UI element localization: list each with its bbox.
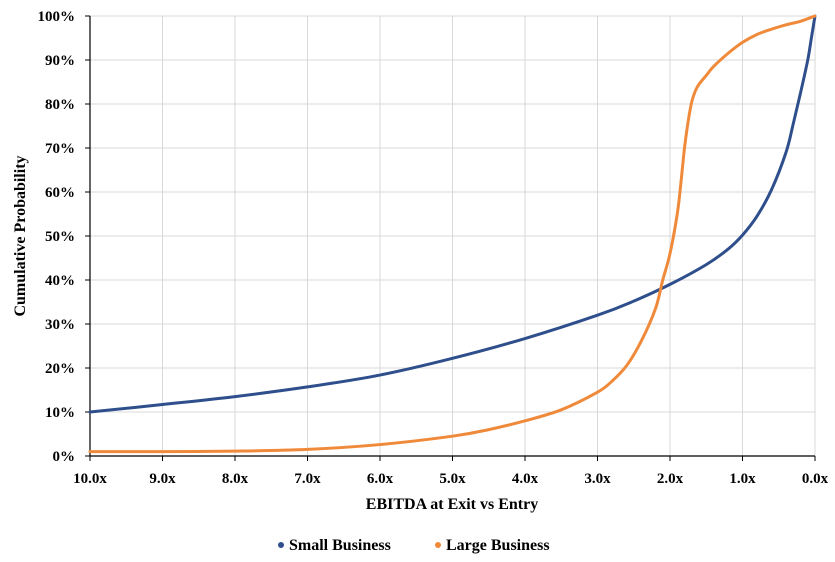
legend-item-large-business: Large Business xyxy=(435,537,550,554)
y-tick-label: 20% xyxy=(45,361,75,377)
y-axis-title: Cumulative Probability xyxy=(12,155,29,316)
legend-item-small-business: Small Business xyxy=(278,537,391,554)
series-line-small-business xyxy=(88,14,817,414)
x-axis-title: EBITDA at Exit vs Entry xyxy=(366,496,538,513)
y-tick-label: 90% xyxy=(45,53,75,69)
y-tick-label: 30% xyxy=(45,317,75,333)
legend: Small Business Large Business xyxy=(278,537,550,554)
series-lines xyxy=(88,14,817,454)
y-tick-label: 0% xyxy=(53,449,76,465)
axes xyxy=(85,15,816,461)
legend-marker-small-business xyxy=(278,542,284,548)
x-tick-label: 0.0x xyxy=(802,471,829,487)
y-tick-label: 60% xyxy=(45,185,75,201)
y-tick-label: 100% xyxy=(38,9,76,25)
y-tick-label: 10% xyxy=(45,405,75,421)
legend-label-large-business: Large Business xyxy=(446,537,550,554)
y-tick-label: 70% xyxy=(45,141,75,157)
x-tick-label: 1.0x xyxy=(729,471,756,487)
legend-marker-large-business xyxy=(435,542,441,548)
x-tick-label: 8.0x xyxy=(222,471,249,487)
legend-label-small-business: Small Business xyxy=(289,537,391,554)
x-tick-label: 2.0x xyxy=(657,471,684,487)
series-line-large-business xyxy=(88,14,817,454)
tick-labels: 10.0x 9.0x 8.0x 7.0x 6.0x 5.0x 4.0x 3.0x 2.0x 1.0… xyxy=(38,9,829,487)
x-tick-label: 9.0x xyxy=(149,471,176,487)
x-tick-label: 10.0x xyxy=(73,471,107,487)
x-tick-label: 4.0x xyxy=(512,471,539,487)
y-tick-label: 50% xyxy=(45,229,75,245)
y-tick-label: 80% xyxy=(45,97,75,113)
x-tick-label: 6.0x xyxy=(367,471,394,487)
y-tick-label: 40% xyxy=(45,273,75,289)
x-tick-label: 5.0x xyxy=(439,471,466,487)
gridlines xyxy=(89,15,816,457)
x-tick-label: 3.0x xyxy=(584,471,611,487)
x-tick-label: 7.0x xyxy=(294,471,321,487)
